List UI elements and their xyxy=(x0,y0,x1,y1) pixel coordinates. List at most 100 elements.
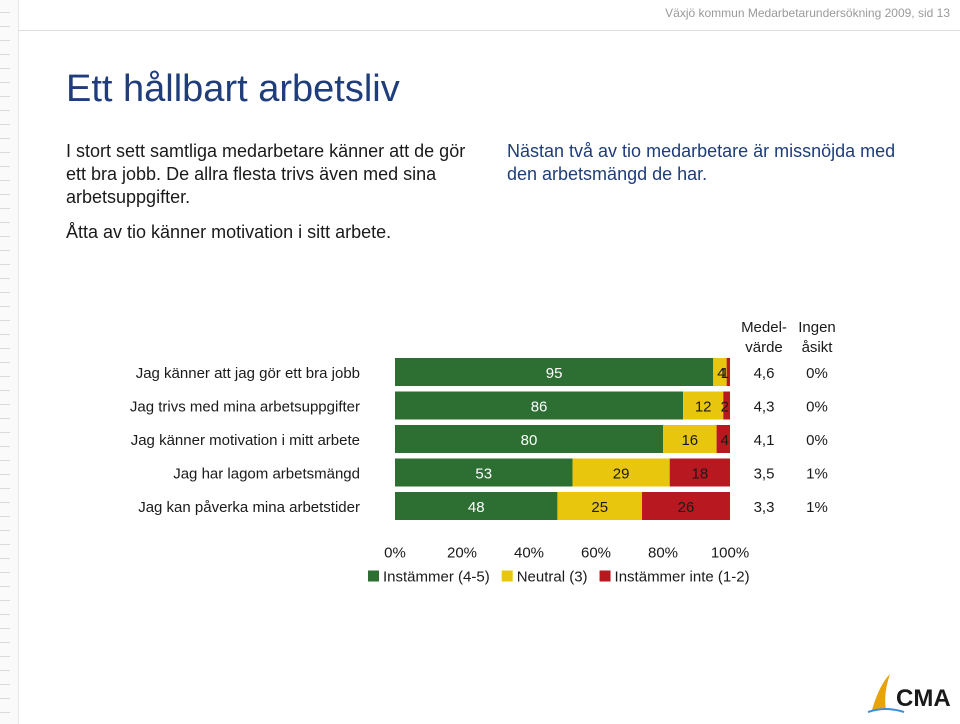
left-paragraph-2: Åtta av tio känner motivation i sitt arb… xyxy=(66,222,392,242)
data-label: 12 xyxy=(695,399,712,416)
category-label: Jag känner motivation i mitt arbete xyxy=(131,432,360,449)
bar-segment xyxy=(726,358,730,386)
x-tick-label: 40% xyxy=(514,545,544,562)
grid-tick xyxy=(0,488,10,489)
data-label: 4 xyxy=(721,432,729,449)
grid-tick xyxy=(0,54,10,55)
grid-tick xyxy=(0,446,10,447)
data-label: 2 xyxy=(721,399,729,416)
bar-segment xyxy=(395,358,714,386)
grid-tick xyxy=(0,544,10,545)
data-label: 26 xyxy=(678,499,695,516)
grid-tick xyxy=(0,152,10,153)
data-label: 29 xyxy=(613,466,630,483)
category-label: Jag trivs med mina arbetsuppgifter xyxy=(130,399,360,416)
legend-swatch xyxy=(368,570,379,582)
right-paragraph-1: Nästan två av tio medarbetare är missnöj… xyxy=(507,141,896,184)
data-label: 4 xyxy=(717,365,725,382)
header-text: Växjö kommun Medarbetarundersökning 2009… xyxy=(665,6,950,20)
bar-segment xyxy=(395,425,663,453)
data-label: 16 xyxy=(681,432,698,449)
bar-segment xyxy=(713,358,727,386)
bar-segment xyxy=(669,458,730,487)
no-opinion-header-line-2: åsikt xyxy=(802,339,834,356)
data-label: 1 xyxy=(721,365,729,382)
grid-tick xyxy=(0,306,10,307)
grid-tick xyxy=(0,334,10,335)
grid-tick xyxy=(0,180,10,181)
legend-label: Neutral (3) xyxy=(517,569,588,586)
grid-tick xyxy=(0,600,10,601)
grid-tick xyxy=(0,432,10,433)
grid-tick xyxy=(0,642,10,643)
grid-tick xyxy=(0,40,10,41)
x-tick-label: 0% xyxy=(384,545,406,562)
bar-segment xyxy=(395,492,558,520)
no-opinion-value: 1% xyxy=(806,466,828,483)
bar-segment xyxy=(663,425,717,453)
grid-tick xyxy=(0,628,10,629)
grid-tick xyxy=(0,124,10,125)
legend-swatch xyxy=(599,570,611,582)
mean-value: 3,3 xyxy=(754,499,775,516)
mean-value: 4,1 xyxy=(754,432,775,449)
data-label: 18 xyxy=(692,466,709,483)
bar-segment xyxy=(716,425,730,453)
grid-tick xyxy=(0,166,10,167)
data-label: 95 xyxy=(546,365,563,382)
bar-segment xyxy=(683,391,724,420)
mean-header-line-1: Medel- xyxy=(741,319,787,336)
grid-tick xyxy=(0,208,10,209)
grid-tick xyxy=(0,698,10,699)
grid-tick xyxy=(0,418,10,419)
grid-tick xyxy=(0,138,10,139)
grid-tick xyxy=(0,320,10,321)
bar-segment xyxy=(395,391,684,420)
grid-tick xyxy=(0,292,10,293)
grid-tick xyxy=(0,26,10,27)
header-divider xyxy=(18,30,960,31)
slide-margin-grid xyxy=(0,0,19,724)
x-tick-label: 80% xyxy=(648,545,678,562)
mean-value: 4,3 xyxy=(754,399,775,416)
mean-value: 3,5 xyxy=(754,466,775,483)
grid-tick xyxy=(0,250,10,251)
grid-tick xyxy=(0,712,10,713)
no-opinion-value: 1% xyxy=(806,499,828,516)
left-paragraph-1: I stort sett samtliga medarbetare känner… xyxy=(66,141,466,207)
grid-tick xyxy=(0,348,10,349)
grid-tick xyxy=(0,194,10,195)
cma-logo: CMA xyxy=(867,674,951,713)
left-text-block: I stort sett samtliga medarbetare känner… xyxy=(66,140,466,256)
grid-tick xyxy=(0,222,10,223)
x-tick-label: 20% xyxy=(447,545,477,562)
grid-tick xyxy=(0,516,10,517)
grid-tick xyxy=(0,390,10,391)
mean-header-line-2: värde xyxy=(745,339,783,356)
legend-label: Instämmer inte (1-2) xyxy=(615,569,750,586)
no-opinion-header-line-1: Ingen xyxy=(798,319,836,336)
grid-tick xyxy=(0,12,10,13)
logo-sail-icon xyxy=(872,674,890,710)
grid-tick xyxy=(0,474,10,475)
grid-tick xyxy=(0,460,10,461)
logo-text: CMA xyxy=(896,685,951,712)
data-label: 86 xyxy=(531,399,548,416)
grid-tick xyxy=(0,278,10,279)
mean-value: 4,6 xyxy=(754,365,775,382)
right-text-block: Nästan två av tio medarbetare är missnöj… xyxy=(507,140,927,186)
bar-segment xyxy=(723,391,730,420)
grid-tick xyxy=(0,572,10,573)
grid-tick xyxy=(0,82,10,83)
data-label: 53 xyxy=(475,466,492,483)
grid-tick xyxy=(0,96,10,97)
grid-tick xyxy=(0,110,10,111)
legend-label: Instämmer (4-5) xyxy=(383,569,490,586)
grid-tick xyxy=(0,264,10,265)
grid-tick xyxy=(0,670,10,671)
grid-tick xyxy=(0,530,10,531)
data-label: 25 xyxy=(591,499,608,516)
page-title: Ett hållbart arbetsliv xyxy=(66,68,400,110)
no-opinion-value: 0% xyxy=(806,365,828,382)
